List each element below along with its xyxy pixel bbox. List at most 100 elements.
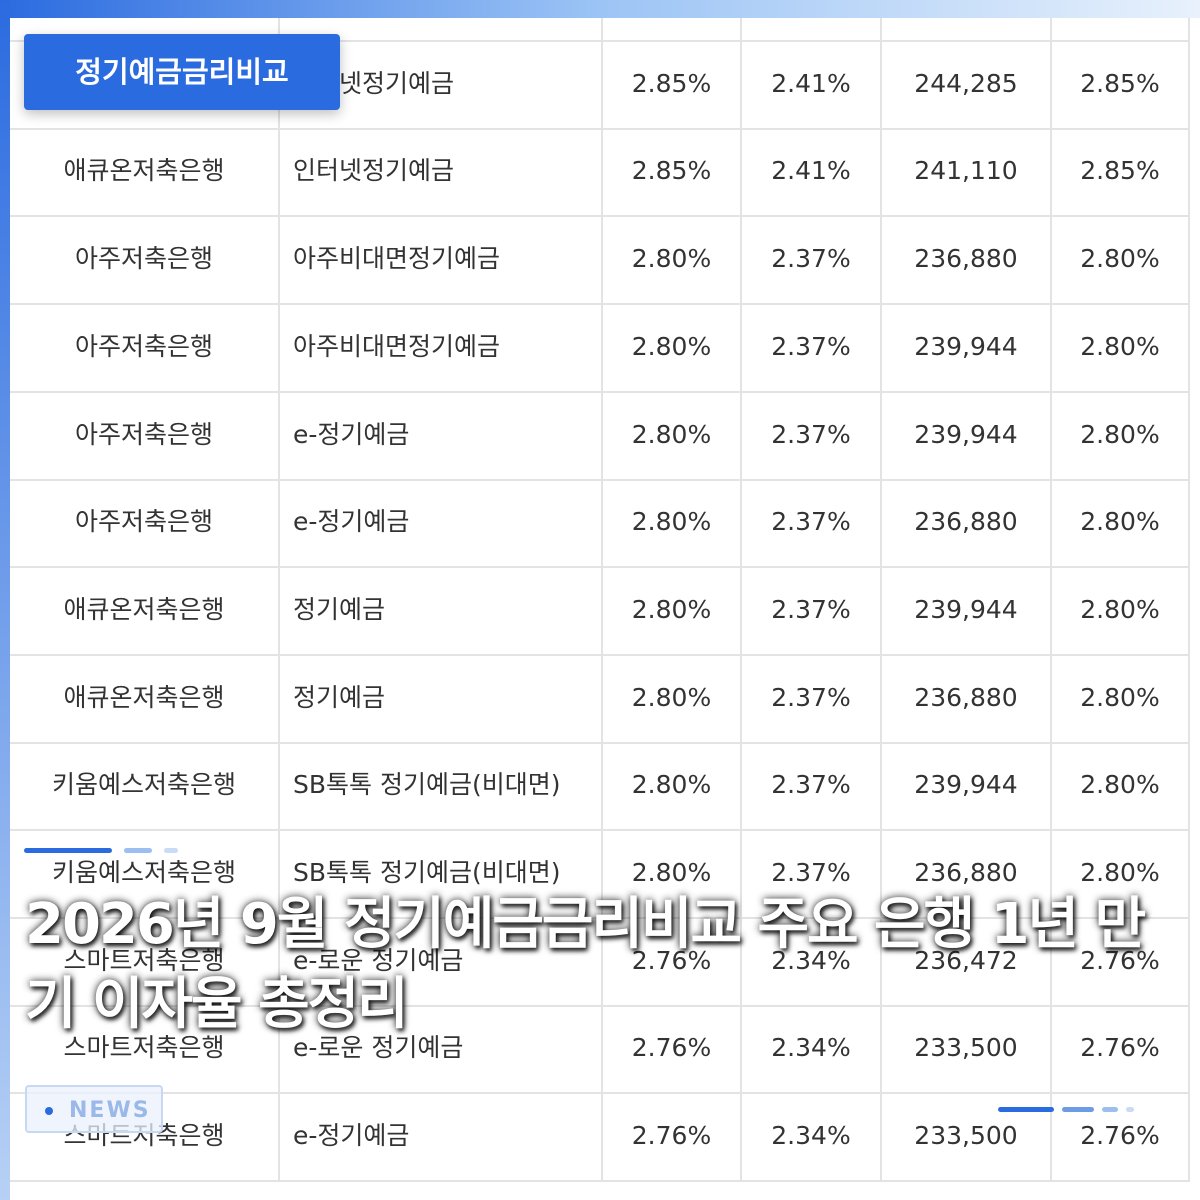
table-cell: 인터넷정기예금 [280, 127, 603, 216]
table-cell: 2.80% [1052, 215, 1190, 304]
table-cell: 2.37% [742, 829, 882, 917]
table-cell: 2.37% [742, 215, 882, 304]
table-cell: SB톡톡 정기예금(비대면) [280, 741, 603, 830]
table-cell: 236,472 [882, 916, 1052, 1005]
progress-bar [1062, 1107, 1094, 1112]
table-cell: 239,944 [882, 302, 1052, 391]
left-bar [0, 0, 10, 1200]
table-cell: e-정기예금 [280, 390, 603, 479]
table-cell: 239,944 [882, 741, 1052, 830]
table-cell: 아주저축은행 [10, 215, 280, 304]
table-cell: 2.80% [603, 653, 742, 742]
table-cell: 2.76% [1052, 1092, 1190, 1181]
table-cell: e-정기예금 [280, 1092, 603, 1181]
table-cell: 2.76% [603, 916, 742, 1005]
table-row: 애큐온저축은행 정기예금 2.80% 2.37% 236,880 2.80% [10, 653, 1190, 744]
table-cell: 아주저축은행 [10, 390, 280, 479]
table-cell: 2.85% [603, 39, 742, 128]
table-cell: 2.76% [1052, 916, 1190, 1005]
table-cell: 2.85% [1052, 127, 1190, 216]
progress-bar [124, 848, 152, 853]
table-cell: 2.85% [1052, 39, 1190, 128]
table-row: 아주저축은행 아주비대면정기예금 2.80% 2.37% 239,944 2.80% [10, 302, 1190, 393]
table-cell: 2.80% [1052, 829, 1190, 917]
table-cell: 236,880 [882, 478, 1052, 567]
table-cell: 239,944 [882, 390, 1052, 479]
table-cell: 2.41% [742, 127, 882, 216]
table-cell [10, 0, 280, 40]
table-cell: 2.80% [1052, 390, 1190, 479]
table-cell: 2.80% [603, 478, 742, 567]
table-cell: 아주저축은행 [10, 302, 280, 391]
table-cell: 2.80% [603, 829, 742, 917]
table-cell: 233,500 [882, 1004, 1052, 1093]
headline: 2026년 9월 정기예금금리비교 주요 은행 1년 만기 이자율 총정리 [25, 892, 1146, 1037]
table-cell: 2.80% [1052, 565, 1190, 654]
table-cell: e-로운 정기예금 [280, 1004, 603, 1093]
table-cell: 키움예스저축은행 [10, 829, 280, 917]
table-cell: 2.37% [742, 478, 882, 567]
table-cell: 236,880 [882, 653, 1052, 742]
top-bar [0, 0, 1200, 18]
table-row: 아주저축은행 아주비대면정기예금 2.80% 2.37% 236,880 2.80% [10, 215, 1190, 306]
table-row: 스마트저축은행 e-로운 정기예금 2.76% 2.34% 236,472 2.76% [10, 916, 1190, 1007]
table-cell: 241,110 [882, 127, 1052, 216]
table-cell: e-정기예금 [280, 478, 603, 567]
table-row: 스마트저축은행 e-로운 정기예금 2.76% 2.34% 233,500 2.76% [10, 1004, 1190, 1095]
table-cell: 2.37% [742, 653, 882, 742]
table-cell: 2.76% [603, 1092, 742, 1181]
table-row: 키움예스저축은행 SB톡톡 정기예금(비대면) 2.80% 2.37% 239,944 2… [10, 741, 1190, 832]
table-cell: 233,500 [882, 1092, 1052, 1181]
table-cell: 2.80% [1052, 653, 1190, 742]
table-cell: 아주비대면정기예금 [280, 302, 603, 391]
table-cell: 2.34% [742, 1004, 882, 1093]
table-cell: 정기예금 [280, 653, 603, 742]
table-cell: 236,880 [882, 829, 1052, 917]
table-cell: 2.34% [742, 1092, 882, 1181]
progress-bar [1126, 1107, 1134, 1112]
table-cell: 2.80% [603, 215, 742, 304]
news-tag: NEWS [25, 1085, 163, 1133]
table-row: 아주저축은행 e-정기예금 2.80% 2.37% 236,880 2.80% [10, 478, 1190, 569]
table-cell [280, 0, 603, 40]
table-cell: 2.37% [742, 302, 882, 391]
table-row: 아주저축은행 e-정기예금 2.80% 2.37% 239,944 2.80% [10, 390, 1190, 481]
table-row: 키움예스저축은행 SB톡톡 정기예금(비대면) 2.80% 2.37% 236,880 2… [10, 829, 1190, 919]
table-row: 애큐온저축은행 정기예금 2.80% 2.37% 239,944 2.80% [10, 565, 1190, 656]
table-cell: 2.80% [603, 741, 742, 830]
table-cell: 애큐온저축은행 [10, 565, 280, 654]
category-badge: 정기예금금리비교 [24, 34, 340, 110]
progress-bar [24, 848, 112, 853]
table-cell: 2.80% [1052, 741, 1190, 830]
table-cell: 2.80% [1052, 302, 1190, 391]
table-cell: SB톡톡 정기예금(비대면) [280, 829, 603, 917]
table-cell: 2.76% [1052, 1004, 1190, 1093]
table-row: 애큐온저축은행 인터넷정기예금 2.85% 2.41% 241,110 2.85% [10, 127, 1190, 218]
table-cell: 2.37% [742, 390, 882, 479]
table-cell: 애큐온저축은행 [10, 127, 280, 216]
progress-bar [164, 848, 178, 853]
table-cell: 아주비대면정기예금 [280, 215, 603, 304]
table-cell: 아주저축은행 [10, 478, 280, 567]
table-cell: 2.80% [603, 565, 742, 654]
progress-bar [1102, 1107, 1118, 1112]
table-cell: 244,285 [882, 39, 1052, 128]
table-cell: 239,944 [882, 565, 1052, 654]
table-cell: 2.76% [603, 1004, 742, 1093]
table-cell: 2.80% [603, 302, 742, 391]
table-cell: 2.34% [742, 916, 882, 1005]
progress-bar [998, 1107, 1054, 1112]
table-cell: 2.41% [742, 39, 882, 128]
table-cell: 236,880 [882, 215, 1052, 304]
table-cell: 키움예스저축은행 [10, 741, 280, 830]
table-cell: 2.37% [742, 565, 882, 654]
table-cell: 2.80% [603, 390, 742, 479]
table-cell: 애큐온저축은행 [10, 653, 280, 742]
table-cell: 2.80% [1052, 478, 1190, 567]
table-cell: 2.85% [603, 127, 742, 216]
table-cell: e-로운 정기예금 [280, 916, 603, 1005]
table-cell: 정기예금 [280, 565, 603, 654]
table-cell: 2.37% [742, 741, 882, 830]
